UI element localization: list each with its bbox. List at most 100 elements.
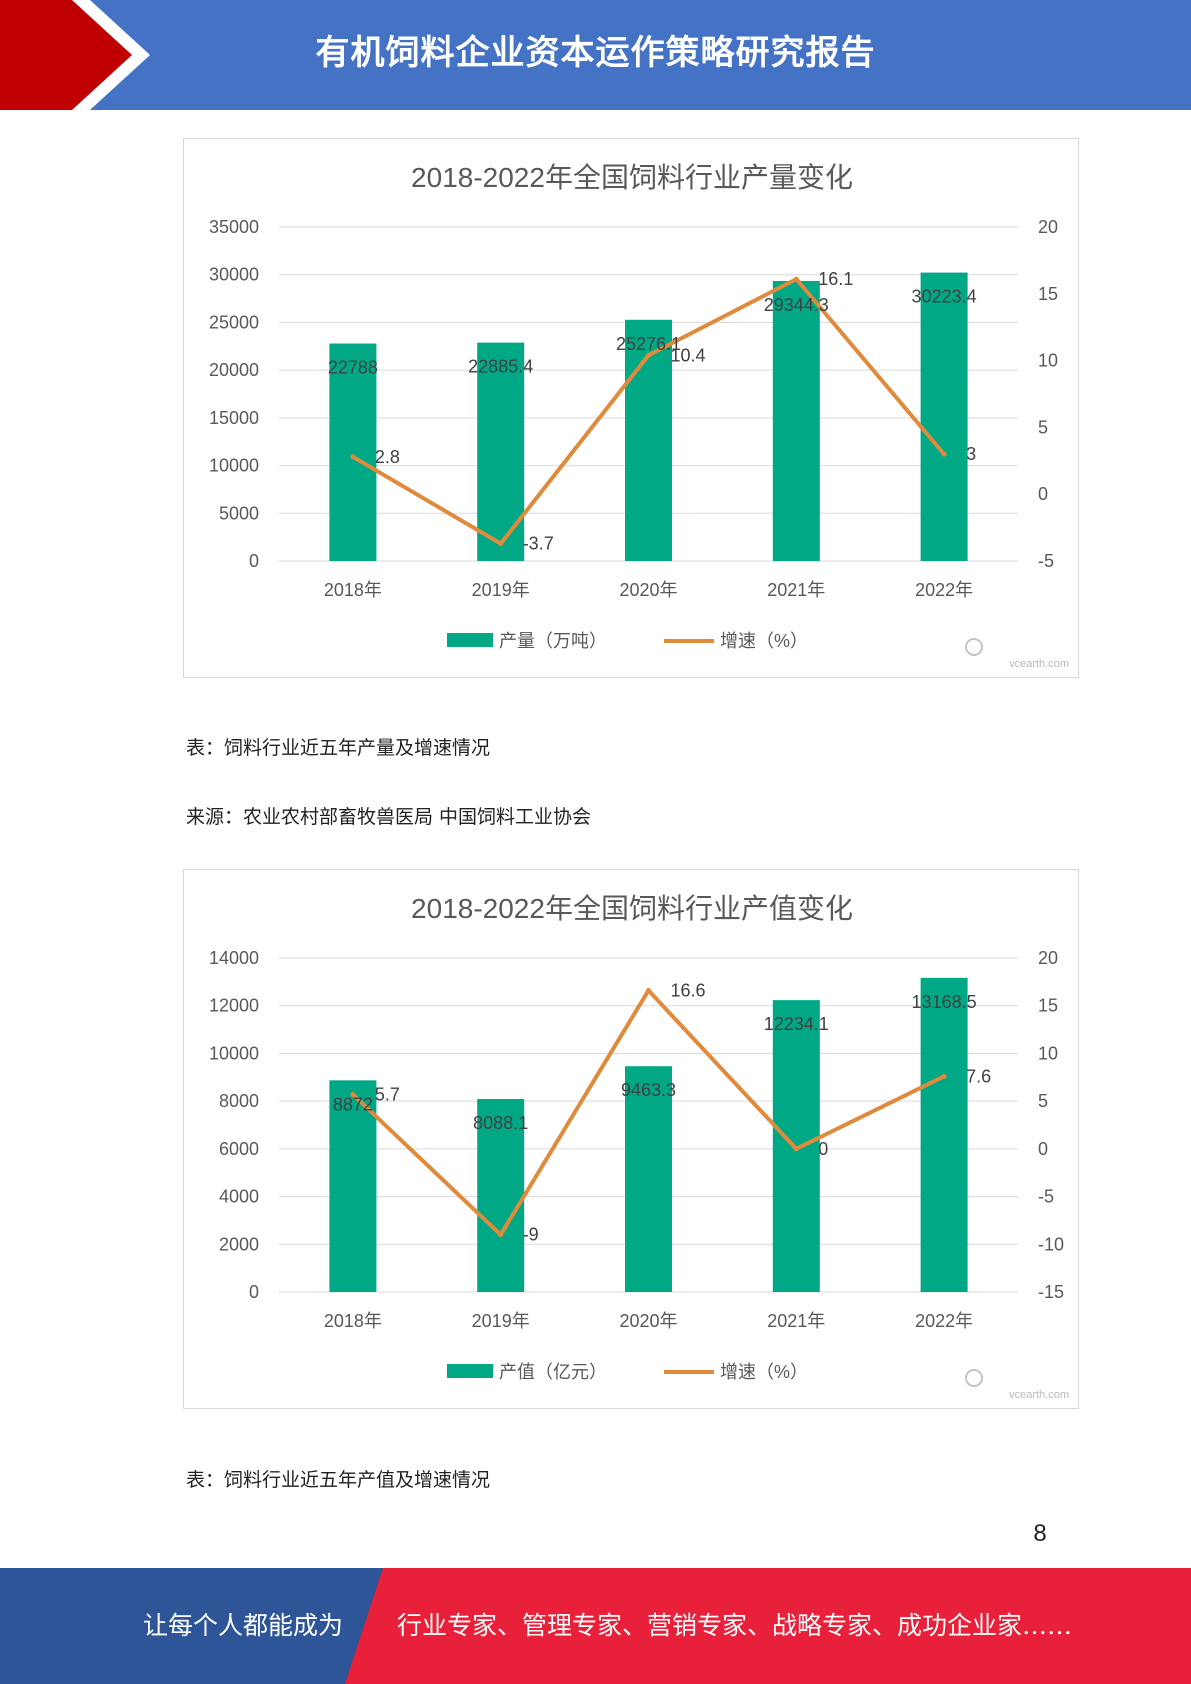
- x-category-label: 2020年: [619, 580, 677, 600]
- bar-data-label: 8088.1: [473, 1113, 528, 1133]
- y-right-tick-label: 0: [1038, 484, 1048, 504]
- bar-data-label: 25276.1: [616, 334, 681, 354]
- y-right-tick-label: -10: [1038, 1234, 1064, 1254]
- y-right-tick-label: 10: [1038, 351, 1058, 371]
- chart-title: 2018-2022年全国饲料行业产值变化: [411, 893, 853, 924]
- bar-2018年: [329, 1080, 377, 1292]
- y-right-tick-label: 15: [1038, 996, 1058, 1016]
- y-left-tick-label: 8000: [219, 1091, 259, 1111]
- chart-value-svg: 2018-2022年全国饲料行业产值变化02000400060008000100…: [209, 893, 1069, 1401]
- footer-band: [0, 1568, 1191, 1684]
- legend-bar-label: 产值（亿元）: [499, 1362, 607, 1382]
- y-right-tick-label: 5: [1038, 1091, 1048, 1111]
- line-data-label: 0: [818, 1139, 828, 1159]
- y-left-tick-label: 6000: [219, 1139, 259, 1159]
- y-left-tick-label: 12000: [209, 996, 259, 1016]
- legend-line-label: 增速（%）: [720, 1362, 808, 1382]
- y-right-tick-label: 15: [1038, 284, 1058, 304]
- x-category-label: 2022年: [915, 1311, 973, 1331]
- growth-point: [646, 987, 651, 993]
- bar-data-label: 12234.1: [764, 1014, 829, 1034]
- x-category-label: 2019年: [472, 580, 530, 600]
- y-right-tick-label: -5: [1038, 551, 1054, 571]
- y-left-tick-label: 20000: [209, 360, 259, 380]
- line-data-label: 16.1: [818, 269, 853, 289]
- growth-point: [941, 1073, 947, 1079]
- x-category-label: 2022年: [915, 580, 973, 600]
- y-left-tick-label: 10000: [209, 1043, 259, 1063]
- y-left-tick-label: 25000: [209, 312, 259, 332]
- x-category-label: 2021年: [767, 580, 825, 600]
- line-data-label: 3: [966, 444, 976, 464]
- bar-2021年: [772, 280, 820, 561]
- chart-output-caption: 表：饲料行业近五年产量及增速情况: [186, 737, 491, 759]
- page-number: 8: [1033, 1520, 1047, 1547]
- growth-point: [941, 451, 947, 457]
- legend-bar-swatch: [447, 1364, 493, 1378]
- line-data-label: 5.7: [375, 1084, 400, 1104]
- y-left-tick-label: 35000: [209, 217, 259, 237]
- y-left-tick-label: 15000: [209, 408, 259, 428]
- y-left-tick-label: 30000: [209, 265, 259, 285]
- x-category-label: 2019年: [472, 1311, 530, 1331]
- line-data-label: 2.8: [375, 447, 400, 467]
- growth-point: [646, 352, 651, 358]
- x-category-label: 2018年: [324, 1311, 382, 1331]
- bar-data-label: 13168.5: [912, 992, 977, 1012]
- header-band: [0, 0, 1191, 110]
- growth-point: [350, 454, 356, 460]
- y-left-tick-label: 5000: [219, 503, 259, 523]
- growth-point: [793, 276, 799, 282]
- legend-line-label: 增速（%）: [720, 631, 808, 651]
- y-left-tick-label: 0: [249, 1282, 259, 1302]
- bar-data-label: 29344.3: [764, 295, 829, 315]
- x-category-label: 2021年: [767, 1311, 825, 1331]
- growth-point: [350, 1091, 356, 1097]
- line-data-label: -9: [523, 1225, 539, 1245]
- chart-title: 2018-2022年全国饲料行业产量变化: [411, 162, 853, 193]
- y-left-tick-label: 14000: [209, 948, 259, 968]
- legend-bar-label: 产量（万吨）: [499, 631, 607, 651]
- chart-output-source: 来源：农业农村部畜牧兽医局 中国饲料工业协会: [186, 806, 592, 828]
- watermark-logo-icon: [965, 638, 983, 656]
- report-title: 有机饲料企业资本运作策略研究报告: [315, 33, 876, 73]
- bar-2018年: [329, 343, 377, 561]
- chart-output-svg: 2018-2022年全国饲料行业产量变化 0 5000 10000 15000 20000…: [209, 162, 1069, 670]
- y-right-tick-label: 0: [1038, 1139, 1048, 1159]
- growth-point: [793, 1146, 799, 1152]
- bar-data-label: 30223.4: [912, 287, 977, 307]
- y-left-tick-label: 2000: [219, 1234, 259, 1254]
- legend-bar-swatch: [447, 633, 493, 647]
- chart-value-caption: 表：饲料行业近五年产值及增速情况: [186, 1469, 491, 1491]
- y-left-tick-label: 10000: [209, 456, 259, 476]
- y-right-tick-label: 20: [1038, 948, 1058, 968]
- bar-2020年: [625, 319, 672, 561]
- bar-data-label: 9463.3: [621, 1080, 676, 1100]
- y-right-tick-label: 20: [1038, 217, 1058, 237]
- y-right-tick-label: -5: [1038, 1187, 1054, 1207]
- line-data-label: 7.6: [966, 1066, 991, 1086]
- y-left-tick-label: 0: [249, 551, 259, 571]
- watermark-text: vcearth.com: [1009, 658, 1069, 670]
- bar-2022年: [920, 977, 968, 1292]
- line-data-label: 16.6: [671, 980, 706, 1000]
- growth-point: [498, 541, 504, 547]
- chart-output: 2018-2022年全国饲料行业产量变化 0 5000 10000 15000 20000…: [183, 138, 1079, 678]
- chart-value: 2018-2022年全国饲料行业产值变化 0 2000 4000 6000 8000 100…: [183, 869, 1079, 1409]
- y-left-tick-label: 4000: [219, 1187, 259, 1207]
- page-footer: 让每个人都能成为 行业专家、管理专家、营销专家、战略专家、成功企业家……: [0, 1568, 1191, 1684]
- y-right-tick-label: 5: [1038, 417, 1048, 437]
- footer-slogan-right: 行业专家、管理专家、营销专家、战略专家、成功企业家……: [397, 1611, 1073, 1640]
- bar-data-label: 22885.4: [468, 357, 533, 377]
- bar-data-label: 22788: [328, 358, 378, 378]
- y-right-tick-label: 10: [1038, 1043, 1058, 1063]
- x-category-label: 2018年: [324, 580, 382, 600]
- line-data-label: -3.7: [523, 534, 554, 554]
- x-category-label: 2020年: [619, 1311, 677, 1331]
- page-header: 有机饲料企业资本运作策略研究报告: [0, 0, 1191, 110]
- growth-point: [498, 1232, 504, 1238]
- line-data-label: 10.4: [671, 345, 706, 365]
- bar-data-label: 8872: [333, 1094, 373, 1114]
- header-arrow-icon: [0, 0, 132, 110]
- watermark-text: vcearth.com: [1009, 1389, 1069, 1401]
